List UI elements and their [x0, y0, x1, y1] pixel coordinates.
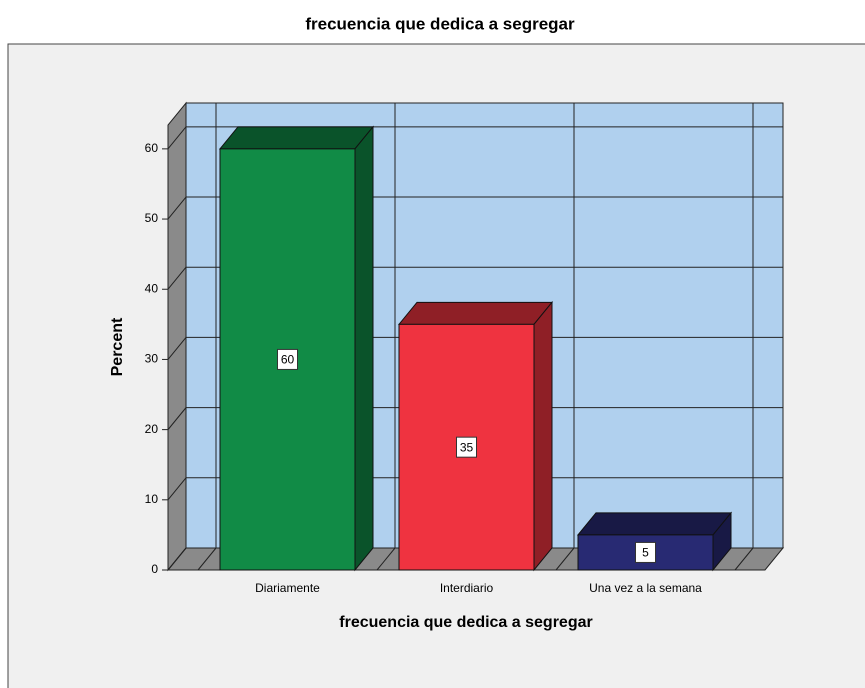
bar-side — [533, 300, 553, 572]
data-label: 60 — [281, 353, 295, 367]
y-tick-label: 50 — [145, 211, 159, 225]
left-wall — [167, 101, 187, 572]
data-label: 35 — [460, 440, 474, 454]
floor-line — [734, 547, 754, 571]
data-label: 5 — [642, 546, 649, 560]
grid-line — [167, 266, 187, 290]
x-tick-label: Una vez a la semana — [589, 581, 702, 595]
grid-line — [167, 477, 187, 501]
grid-line — [167, 337, 187, 360]
bar-side — [354, 125, 374, 572]
floor-line — [376, 547, 396, 571]
x-tick-label: Diariamente — [255, 581, 320, 595]
y-tick-label: 0 — [151, 562, 158, 576]
y-tick-label: 40 — [145, 281, 159, 295]
chart-title: frecuencia que dedica a segregar — [305, 14, 575, 33]
y-tick-label: 30 — [145, 352, 159, 366]
y-tick-label: 10 — [145, 492, 159, 506]
data-label-box — [635, 541, 656, 563]
bar-top — [397, 301, 554, 325]
x-axis-title: frecuencia que dedica a segregar — [339, 614, 592, 631]
bar-top — [218, 126, 375, 150]
grid-line — [167, 126, 187, 150]
floor-line — [197, 547, 217, 571]
floor-line — [555, 547, 575, 571]
data-label-box — [456, 436, 477, 458]
x-tick-label: Interdiario — [440, 581, 494, 595]
y-tick-label: 20 — [145, 422, 159, 436]
y-axis-title: Percent — [109, 317, 126, 376]
y-tick-label: 60 — [145, 141, 159, 155]
bar-top — [576, 512, 733, 536]
grid-line — [167, 407, 187, 430]
data-label-box — [277, 348, 298, 370]
grid-line — [167, 196, 187, 220]
grid-line — [167, 547, 187, 571]
